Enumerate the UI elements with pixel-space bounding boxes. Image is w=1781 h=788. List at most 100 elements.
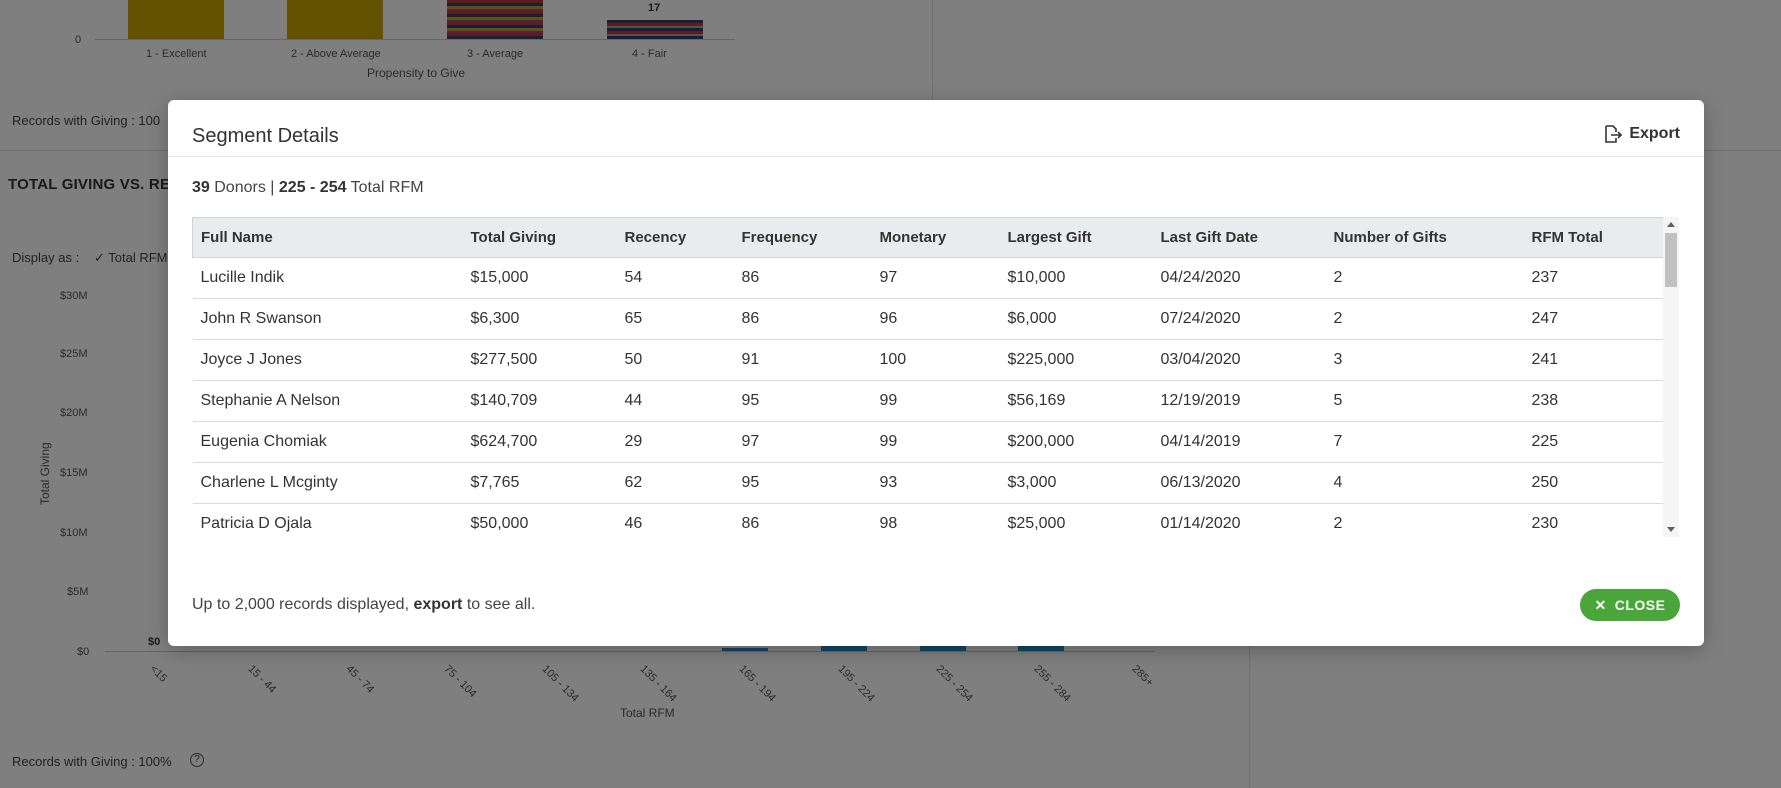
table-cell: 3	[1325, 339, 1524, 381]
table-cell: $225,000	[999, 339, 1153, 381]
table-cell: 44	[616, 380, 734, 422]
table-cell: 247	[1523, 298, 1664, 340]
table-cell: 29	[616, 421, 734, 463]
export-button[interactable]: Export	[1603, 125, 1680, 143]
column-header[interactable]: Recency	[616, 217, 734, 258]
table-row[interactable]: Stephanie A Nelson $140,709 44 95 99 $56,169 1…	[192, 380, 1664, 422]
table-cell: 95	[733, 380, 872, 422]
table-row[interactable]: Eugenia Chomiak $624,700 29 97 99 $200,000 04/…	[192, 421, 1664, 463]
records-footer-note: Up to 2,000 records displayed, export to…	[192, 596, 535, 614]
table-cell: 5	[1325, 380, 1524, 422]
table-cell: $6,000	[999, 298, 1153, 340]
table-cell: $624,700	[462, 421, 617, 463]
table-cell: 46	[616, 503, 734, 537]
table-header-row: Full Name Total Giving Recency Frequency Mon…	[192, 217, 1664, 258]
table-row[interactable]: Joyce J Jones $277,500 50 91 100 $225,000 03/0…	[192, 339, 1664, 381]
table-cell: 12/19/2019	[1152, 380, 1326, 422]
table-cell: $6,300	[462, 298, 617, 340]
close-icon: ✕	[1594, 596, 1607, 613]
table-cell: 06/13/2020	[1152, 462, 1326, 504]
column-header[interactable]: Frequency	[733, 217, 872, 258]
table-cell: 50	[616, 339, 734, 381]
column-header[interactable]: Number of Gifts	[1325, 217, 1524, 258]
table-cell: 86	[733, 257, 872, 299]
table-cell: 97	[733, 421, 872, 463]
column-header[interactable]: Largest Gift	[999, 217, 1153, 258]
table-cell: 65	[616, 298, 734, 340]
table-cell: 07/24/2020	[1152, 298, 1326, 340]
table-row[interactable]: Lucille Indik $15,000 54 86 97 $10,000 04/24/2…	[192, 257, 1664, 299]
table-cell: $10,000	[999, 257, 1153, 299]
column-header[interactable]: Full Name	[192, 217, 463, 258]
table-cell: $15,000	[462, 257, 617, 299]
table-cell: 95	[733, 462, 872, 504]
table-cell: 241	[1523, 339, 1664, 381]
table-row[interactable]: Charlene L Mcginty $7,765 62 95 93 $3,000 06/1…	[192, 462, 1664, 504]
table-cell: 7	[1325, 421, 1524, 463]
table-cell: 2	[1325, 298, 1524, 340]
rfm-range: 225 - 254	[278, 179, 347, 196]
table-cell: 238	[1523, 380, 1664, 422]
donor-table-container: Full Name Total Giving Recency Frequency Mon…	[192, 217, 1679, 537]
table-cell: 04/24/2020	[1152, 257, 1326, 299]
table-cell: 98	[871, 503, 1000, 537]
table-cell: 03/04/2020	[1152, 339, 1326, 381]
table-cell: 86	[733, 298, 872, 340]
close-button[interactable]: ✕ CLOSE	[1580, 589, 1680, 621]
table-cell: $200,000	[999, 421, 1153, 463]
table-cell: 04/14/2019	[1152, 421, 1326, 463]
table-cell: 237	[1523, 257, 1664, 299]
table-cell: 100	[871, 339, 1000, 381]
table-cell: 99	[871, 380, 1000, 422]
scroll-up-icon[interactable]	[1667, 222, 1675, 227]
table-body: Lucille Indik $15,000 54 86 97 $10,000 04/24/2…	[192, 257, 1664, 537]
table-row[interactable]: Patricia D Ojala $50,000 46 86 98 $25,000 01/1…	[192, 503, 1664, 537]
table-cell: Eugenia Chomiak	[192, 421, 463, 463]
modal-header: Segment Details Export	[168, 100, 1704, 157]
donor-label: Donors |	[214, 179, 275, 196]
table-cell: $3,000	[999, 462, 1153, 504]
table-cell: 93	[871, 462, 1000, 504]
export-label: Export	[1629, 125, 1680, 142]
table-cell: 96	[871, 298, 1000, 340]
segment-summary: 39 Donors | 225 - 254 Total RFM	[192, 179, 424, 197]
table-cell: 4	[1325, 462, 1524, 504]
table-cell: 97	[871, 257, 1000, 299]
donor-table: Full Name Total Giving Recency Frequency Mon…	[192, 217, 1664, 537]
table-cell: $140,709	[462, 380, 617, 422]
table-cell: 01/14/2020	[1152, 503, 1326, 537]
column-header[interactable]: RFM Total	[1523, 217, 1664, 258]
column-header[interactable]: Last Gift Date	[1152, 217, 1326, 258]
table-cell: 99	[871, 421, 1000, 463]
segment-details-modal: Segment Details Export 39 Donors | 225 -…	[168, 100, 1704, 646]
donor-count: 39	[192, 179, 210, 196]
table-cell: Joyce J Jones	[192, 339, 463, 381]
column-header[interactable]: Total Giving	[462, 217, 617, 258]
table-scrollbar[interactable]	[1663, 217, 1679, 537]
footer-prefix: Up to 2,000 records displayed,	[192, 596, 410, 613]
scroll-thumb[interactable]	[1665, 233, 1677, 287]
table-cell: Charlene L Mcginty	[192, 462, 463, 504]
modal-title: Segment Details	[192, 125, 339, 147]
table-cell: 86	[733, 503, 872, 537]
close-label: CLOSE	[1614, 597, 1666, 613]
table-cell: $277,500	[462, 339, 617, 381]
table-cell: 250	[1523, 462, 1664, 504]
table-cell: $7,765	[462, 462, 617, 504]
table-cell: 62	[616, 462, 734, 504]
export-file-icon	[1605, 125, 1623, 143]
rfm-range-label: Total RFM	[350, 179, 424, 196]
table-cell: John R Swanson	[192, 298, 463, 340]
table-cell: 225	[1523, 421, 1664, 463]
table-cell: $25,000	[999, 503, 1153, 537]
table-cell: 54	[616, 257, 734, 299]
footer-export-link[interactable]: export	[413, 596, 463, 613]
scroll-down-icon[interactable]	[1667, 527, 1675, 532]
table-cell: 2	[1325, 503, 1524, 537]
column-header[interactable]: Monetary	[871, 217, 1000, 258]
table-row[interactable]: John R Swanson $6,300 65 86 96 $6,000 07/24/20…	[192, 298, 1664, 340]
table-cell: Patricia D Ojala	[192, 503, 463, 537]
table-cell: 2	[1325, 257, 1524, 299]
table-cell: Lucille Indik	[192, 257, 463, 299]
table-cell: 91	[733, 339, 872, 381]
